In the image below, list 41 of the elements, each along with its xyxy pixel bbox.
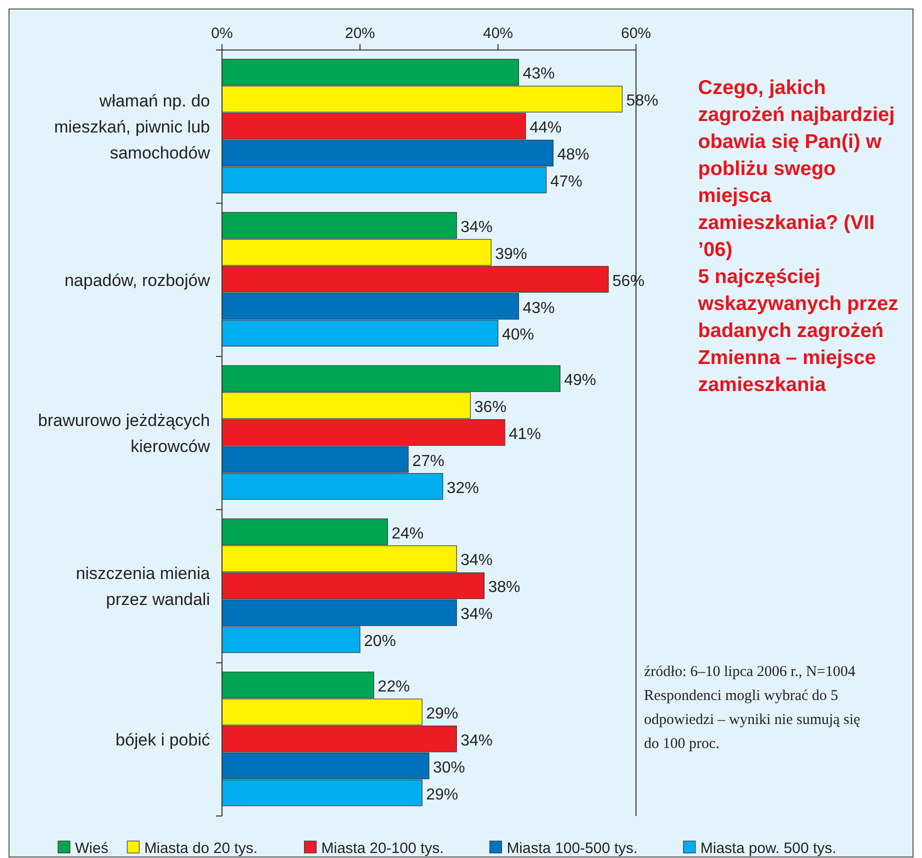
legend-label: Miasta 100-500 tys. xyxy=(506,840,638,857)
data-label: 30% xyxy=(433,759,466,776)
data-label: 41% xyxy=(508,426,541,443)
x-tick-label: 0% xyxy=(211,25,233,42)
data-label: 34% xyxy=(460,606,493,624)
legend-label: Miasta 20-100 tys. xyxy=(321,840,444,857)
text: źródło: 6–10 lipca 2006 r., N=1004 xyxy=(644,664,856,680)
data-label: 22% xyxy=(378,678,410,696)
x-tick-label: 60% xyxy=(620,25,652,42)
data-label: 32% xyxy=(446,480,479,497)
x-tick-label: 20% xyxy=(344,25,376,42)
data-label: 49% xyxy=(564,372,596,390)
data-label: 40% xyxy=(502,326,534,344)
data-label: 27% xyxy=(412,452,444,470)
data-label: 20% xyxy=(364,633,396,650)
data-label: 39% xyxy=(495,246,528,263)
data-label: 48% xyxy=(557,146,590,164)
x-tick-label: 40% xyxy=(482,25,514,42)
data-label: 29% xyxy=(426,705,458,722)
data-label: 29% xyxy=(426,786,458,804)
data-label: 44% xyxy=(530,120,562,137)
y-tick-label: niszczenia mienia przez wandali xyxy=(76,564,211,610)
data-label: 24% xyxy=(392,525,424,542)
y-tick-label: napadów, rozbojów xyxy=(64,270,211,290)
y-tick-label: bójek i pobić xyxy=(115,730,210,750)
data-label: 38% xyxy=(488,579,520,596)
text: Respondenci mogli wybrać do 5 odpowiedzi – wyniki nie sumują się do 100 proc. xyxy=(644,688,861,752)
y-tick-label: brawurowo jeżdżących kierowców xyxy=(38,411,211,456)
data-label: 34% xyxy=(460,218,493,236)
data-label: 36% xyxy=(474,399,506,416)
data-label: 43% xyxy=(522,66,555,83)
text: Czego, jakich zagrożeń najbardziej obawia się Pan(i) w pobliżu swego miejsca zamieszkania? (VII ’06) xyxy=(698,77,895,261)
legend-label: Miasta do 20 tys. xyxy=(144,840,258,857)
data-label: 34% xyxy=(460,732,493,750)
data-label: 47% xyxy=(550,174,582,191)
y-tick-label: włamań np. do mieszkań, piwnic lub samochodów xyxy=(54,92,211,163)
legend-label: Wieś xyxy=(75,840,108,857)
data-label: 34% xyxy=(460,552,493,570)
text: 5 najczęściej wskazywanych przez badanych zagrożeń Zmienna – miejsce zamieszkania xyxy=(697,266,898,396)
legend-label: Miasta pow. 500 tys. xyxy=(700,840,836,857)
data-label: 43% xyxy=(522,300,555,317)
